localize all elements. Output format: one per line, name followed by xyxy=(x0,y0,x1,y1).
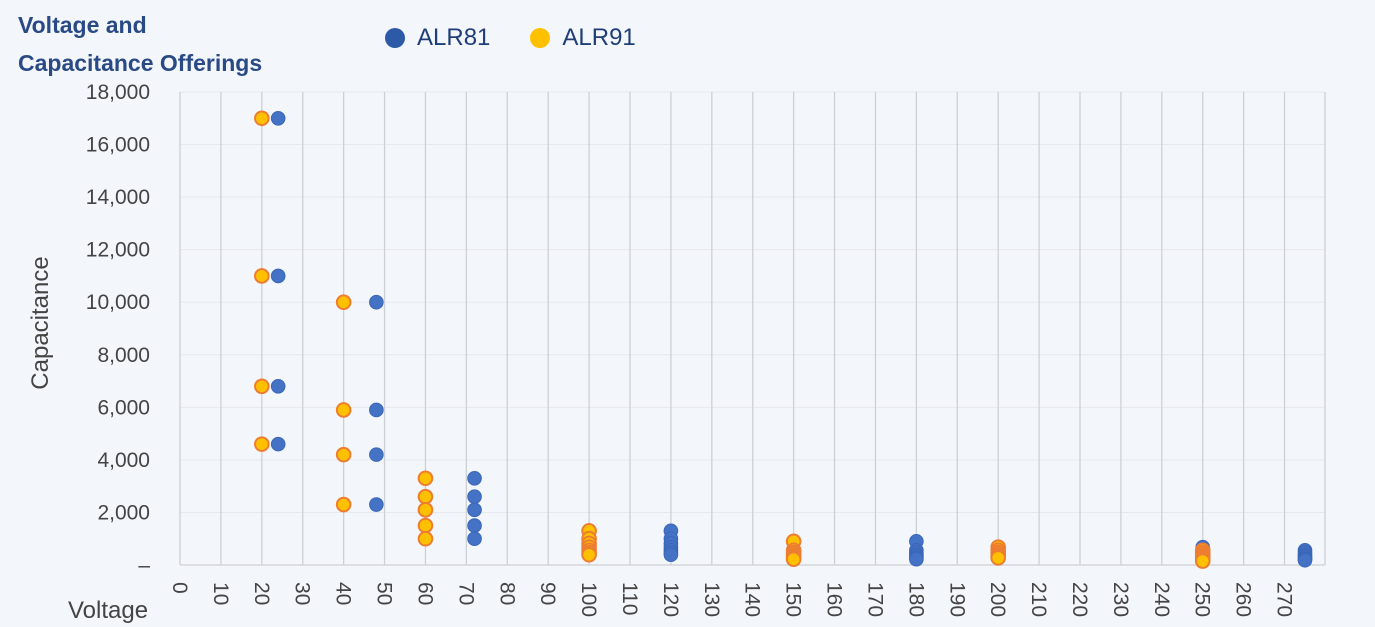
data-point-alr91 xyxy=(990,550,1006,566)
x-tick-label: 40 xyxy=(332,582,355,605)
x-tick-label: 10 xyxy=(209,582,232,605)
x-tick-label: 30 xyxy=(291,582,314,605)
x-tick-label: 120 xyxy=(659,582,682,617)
data-point-alr81 xyxy=(663,547,679,563)
x-tick-label: 190 xyxy=(945,582,968,617)
data-point-alr91 xyxy=(417,470,434,487)
x-tick-label: 200 xyxy=(986,582,1009,617)
x-tick-label: 70 xyxy=(454,582,477,605)
data-point-alr91 xyxy=(254,110,270,127)
x-tick-label: 250 xyxy=(1191,582,1214,617)
x-tick-label: 240 xyxy=(1150,582,1173,617)
data-point-alr91 xyxy=(335,446,352,463)
data-point-alr91 xyxy=(785,551,802,568)
data-point-alr81 xyxy=(909,551,924,567)
data-point-alr91 xyxy=(335,294,352,311)
data-point-alr91 xyxy=(1194,553,1211,569)
data-point-alr81 xyxy=(270,110,286,126)
y-tick-label: 18,000 xyxy=(86,81,150,104)
data-point-alr81 xyxy=(369,294,384,310)
data-point-alr91 xyxy=(335,496,352,513)
x-tick-label: 50 xyxy=(373,582,396,605)
data-point-alr91 xyxy=(417,502,434,518)
x-tick-label: 90 xyxy=(536,582,559,605)
data-point-alr81 xyxy=(369,402,384,418)
x-tick-label: 170 xyxy=(863,582,886,617)
x-tick-label: 100 xyxy=(577,582,600,617)
x-tick-label: 20 xyxy=(250,582,273,605)
x-tick-label: 220 xyxy=(1068,582,1091,617)
legend-marker-alr81 xyxy=(385,28,405,48)
chart-title: Voltage and Capacitance Offerings xyxy=(18,12,263,76)
y-tick-label: 6,000 xyxy=(97,396,150,419)
x-tick-label: 270 xyxy=(1273,582,1296,617)
data-point-alr81 xyxy=(270,436,286,452)
x-tick-label: 150 xyxy=(782,582,805,617)
y-tick-label: 12,000 xyxy=(86,239,150,262)
y-tick-label: – xyxy=(138,554,150,577)
data-point-alr81 xyxy=(467,518,482,533)
x-tick-label: 160 xyxy=(823,582,846,617)
data-point-alr91 xyxy=(254,378,270,395)
data-point-alr91 xyxy=(581,546,597,563)
x-tick-label: 210 xyxy=(1027,582,1050,617)
x-axis-title: Voltage xyxy=(68,597,148,624)
data-point-alr81 xyxy=(270,379,286,394)
legend-label-alr81: ALR81 xyxy=(417,24,491,51)
x-tick-label: 180 xyxy=(904,582,927,617)
data-point-alr91 xyxy=(335,402,352,418)
x-tick-label: 140 xyxy=(741,582,764,617)
x-tick-label: 110 xyxy=(618,582,641,615)
data-point-alr91 xyxy=(254,436,270,452)
data-point-alr81 xyxy=(467,470,482,486)
y-tick-label: 16,000 xyxy=(86,134,150,157)
data-point-alr81 xyxy=(467,531,482,547)
data-point-alr81 xyxy=(369,447,384,462)
legend-item-alr81: ALR81 xyxy=(385,24,490,52)
data-point-alr91 xyxy=(417,530,434,547)
x-tick-label: 230 xyxy=(1109,582,1132,617)
x-tick-label: 0 xyxy=(168,582,191,594)
data-point-alr81 xyxy=(270,268,286,284)
data-point-alr81 xyxy=(467,502,482,518)
x-tick-label: 130 xyxy=(700,582,723,617)
data-point-alr91 xyxy=(254,268,270,284)
x-tick-label: 80 xyxy=(495,582,518,605)
data-point-alr81 xyxy=(1297,552,1313,568)
y-tick-label: 10,000 xyxy=(86,291,150,314)
chart-legend: ALR81 ALR91 xyxy=(385,24,636,52)
legend-item-alr91: ALR91 xyxy=(530,24,636,52)
data-point-alr91 xyxy=(417,517,434,534)
legend-label-alr91: ALR91 xyxy=(562,24,636,51)
x-tick-label: 260 xyxy=(1232,582,1255,617)
data-point-alr81 xyxy=(467,489,482,504)
y-tick-label: 8,000 xyxy=(97,344,150,367)
data-point-alr91 xyxy=(417,488,434,505)
y-axis-title: Capacitance xyxy=(27,256,54,389)
y-tick-label: 2,000 xyxy=(97,501,150,524)
y-tick-label: 4,000 xyxy=(97,449,150,472)
x-tick-label: 60 xyxy=(413,582,436,605)
legend-marker-alr91 xyxy=(530,28,551,48)
data-point-alr81 xyxy=(369,497,384,512)
y-tick-label: 14,000 xyxy=(86,186,150,209)
